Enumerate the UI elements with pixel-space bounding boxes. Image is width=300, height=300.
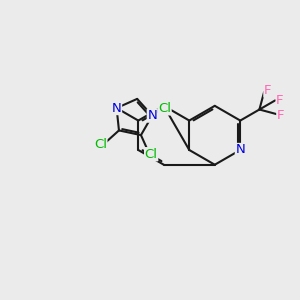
Text: Cl: Cl — [94, 138, 107, 151]
Text: N: N — [147, 109, 157, 122]
Text: N: N — [112, 101, 122, 115]
Text: Cl: Cl — [158, 102, 171, 115]
Text: N: N — [236, 143, 245, 157]
Text: F: F — [277, 109, 284, 122]
Text: Cl: Cl — [145, 148, 158, 161]
Text: F: F — [276, 94, 284, 107]
Text: F: F — [264, 84, 272, 97]
